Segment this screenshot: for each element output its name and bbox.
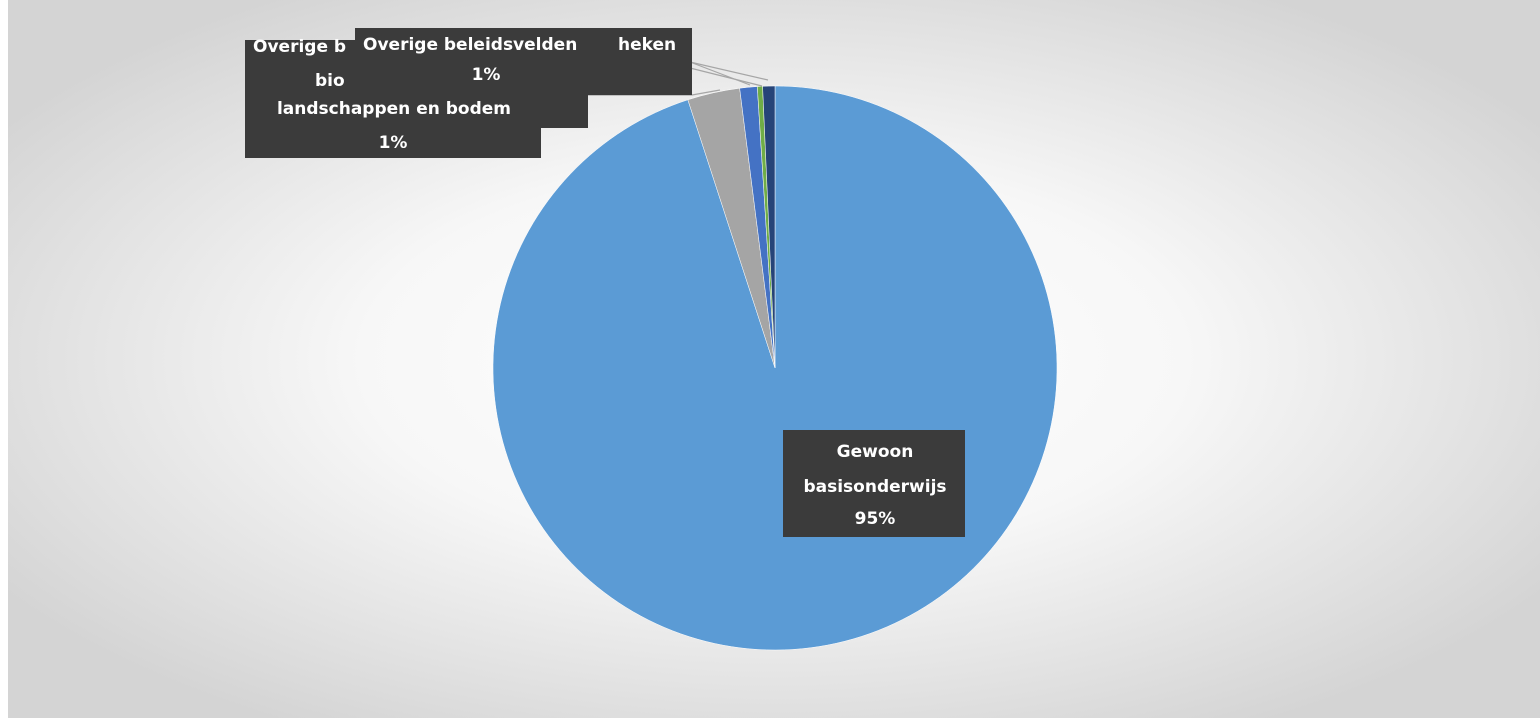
label-text: heken <box>618 35 676 55</box>
label-text: Overige b <box>253 37 346 57</box>
label-box <box>355 28 617 95</box>
pie <box>492 85 1058 651</box>
label-text: Overige beleidsvelden <box>363 35 577 55</box>
value-label: 1% <box>472 65 501 85</box>
label-text: landschappen en bodem <box>277 99 511 119</box>
label-box <box>541 95 588 128</box>
label-box <box>783 430 965 537</box>
data-label: Gewoon basisonderwijs 95% <box>783 430 965 537</box>
label-text: Gewoon <box>837 442 914 462</box>
value-label: 1% <box>379 133 408 153</box>
leader-line <box>689 67 763 87</box>
data-label: Overige beleidsvelden 1% <box>355 28 617 95</box>
pie-slice <box>762 85 776 369</box>
leader-line <box>689 61 751 86</box>
label-text: basisonderwijs <box>803 477 946 497</box>
data-labels: Gewoon basisonderwijs 95% Overige b bio lands… <box>245 28 965 537</box>
value-label: 95% <box>855 509 896 529</box>
label-text: bio <box>315 71 345 91</box>
